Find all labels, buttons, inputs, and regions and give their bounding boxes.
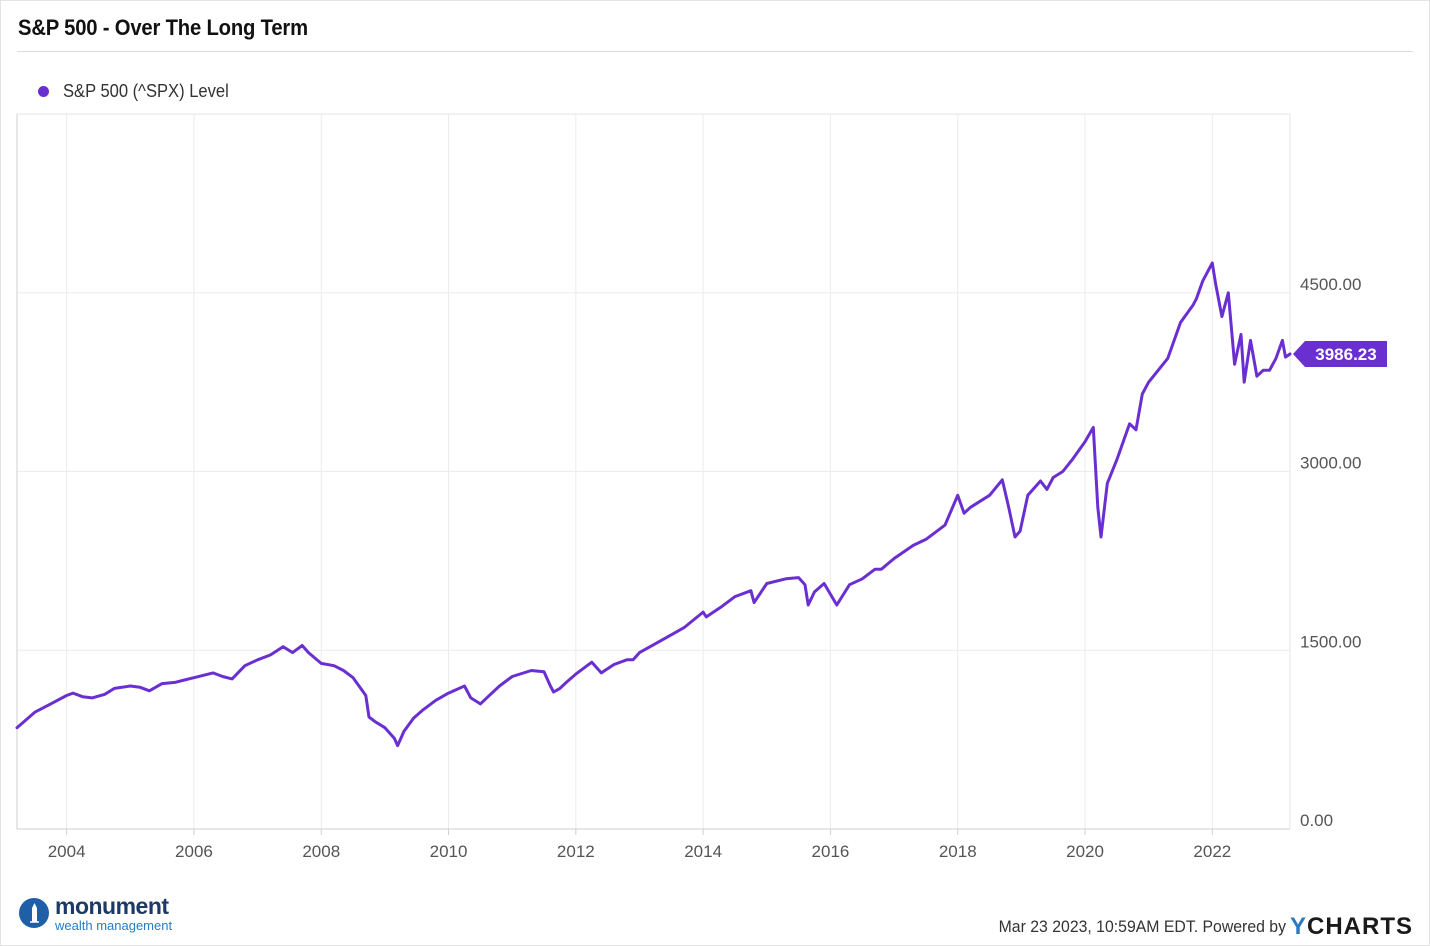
ycharts-logo-text: CHARTS: [1307, 913, 1413, 940]
last-value-layer: 3986.23: [1293, 340, 1387, 367]
x-tick-label: 2016: [812, 842, 850, 861]
footer: Mar 23 2023, 10:59AM EDT. Powered by YCH…: [977, 913, 1413, 941]
tick-labels: 2004 2006 2008 2010 2012 2014 2016 2018 2020 2022…: [48, 275, 1362, 861]
logo-subtitle: wealth management: [55, 917, 173, 933]
x-tick-label: 2006: [175, 842, 213, 861]
y-tick-label: 0.00: [1300, 811, 1333, 830]
x-tick-label: 2004: [48, 842, 86, 861]
y-tick-label: 4500.00: [1300, 275, 1361, 294]
legend[interactable]: S&P 500 (^SPX) Level: [38, 80, 243, 102]
last-value-flag: [1293, 340, 1387, 367]
y-tick-label: 3000.00: [1300, 454, 1361, 473]
ycharts-logo-y: Y: [1289, 913, 1307, 940]
ycharts-logo[interactable]: YCHARTS: [1290, 913, 1413, 941]
series-line-spx[interactable]: [15, 261, 1292, 748]
monument-logo-icon: [19, 898, 49, 928]
logo-name: monument: [55, 892, 169, 919]
y-tick-label: 1500.00: [1300, 632, 1361, 651]
x-tick-label: 2018: [939, 842, 977, 861]
x-tick-label: 2020: [1066, 842, 1104, 861]
axes: [16, 113, 1291, 835]
footer-timestamp: Mar 23 2023, 10:59AM EDT. Powered by: [998, 917, 1286, 936]
legend-label: S&P 500 (^SPX) Level: [63, 80, 229, 101]
series-layer: [15, 261, 1292, 748]
legend-marker: [38, 85, 49, 97]
title-divider: [17, 51, 1413, 52]
monument-logo: monument wealth management: [18, 893, 172, 933]
x-tick-label: 2010: [430, 842, 468, 861]
chart-title: S&P 500 - Over The Long Term: [18, 15, 308, 40]
x-tick-label: 2008: [302, 842, 340, 861]
x-tick-label: 2014: [684, 842, 722, 861]
last-value-label: 3986.23: [1315, 345, 1376, 364]
x-tick-label: 2022: [1193, 842, 1231, 861]
x-tick-label: 2012: [557, 842, 595, 861]
gridlines: [17, 114, 1290, 829]
